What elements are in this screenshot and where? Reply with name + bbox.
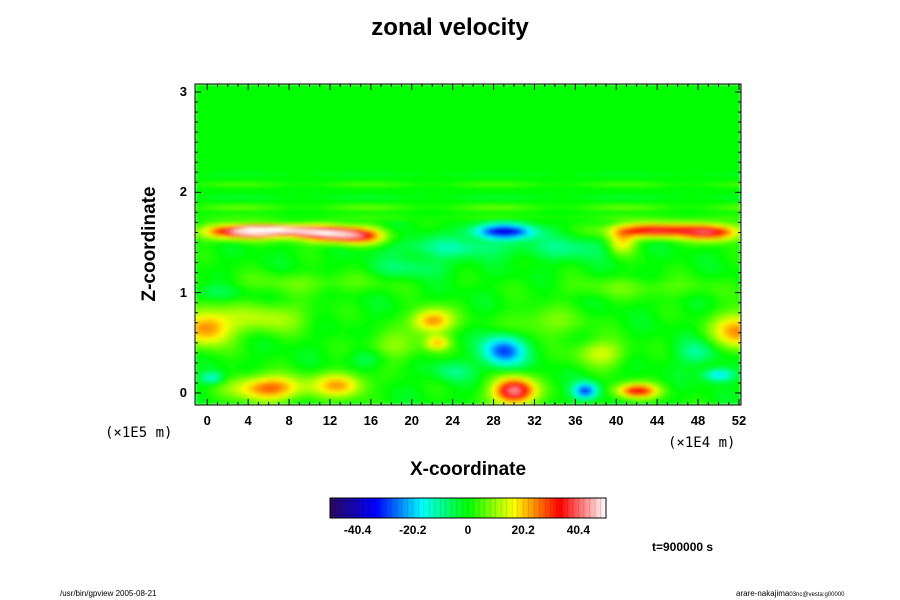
x-axis-label: X-coordinate — [409, 459, 527, 480]
x-tick-label: 48 — [690, 413, 706, 428]
y-tick-label: 0 — [179, 384, 187, 400]
colorbar-frame — [329, 497, 607, 519]
y-tick-label: 2 — [179, 184, 187, 200]
x-tick-label: 44 — [649, 413, 665, 428]
footer-right-main: arare-nakajima — [736, 589, 790, 598]
x-tick-label: 12 — [322, 413, 338, 428]
axis-ticks — [195, 84, 741, 405]
colorbar-tick-label: -40.4 — [343, 523, 372, 537]
footer-right-sub: 03nc@vesta:g00000 — [789, 592, 845, 598]
footer-left: /usr/bin/gpview 2005-08-21 — [60, 589, 157, 598]
x-scale-note: (×1E4 m) — [668, 435, 736, 451]
colorbar-tick-label: -20.2 — [399, 523, 427, 537]
heatmap-image — [195, 84, 741, 405]
y-tick-label: 1 — [179, 284, 187, 300]
x-tick-label: 8 — [285, 413, 293, 428]
x-tick-label: 20 — [404, 413, 419, 428]
x-tick-label: 4 — [244, 413, 252, 428]
chart-title: zonal velocity — [371, 14, 529, 41]
x-tick-label: 36 — [568, 413, 583, 428]
x-tick-label: 16 — [363, 413, 379, 428]
colorbar-ticks — [329, 498, 607, 518]
y-scale-note: (×1E5 m) — [105, 425, 173, 441]
x-tick-label: 40 — [609, 413, 624, 428]
colorbar — [330, 498, 606, 518]
x-tick-label: 0 — [203, 413, 211, 428]
colorbar-tick-label: 20.2 — [511, 523, 535, 537]
x-tick-label: 28 — [486, 413, 501, 428]
plot-frame — [194, 83, 742, 406]
time-label: t=900000 s — [652, 540, 714, 554]
x-tick-label: 52 — [731, 413, 747, 428]
footer-right: arare-nakajima03nc@vesta:g00000 — [736, 589, 845, 598]
x-tick-label: 24 — [445, 413, 460, 428]
colorbar-tick-label: 0 — [464, 523, 472, 537]
colorbar-tick-label: 40.4 — [566, 523, 591, 537]
x-tick-label: 32 — [527, 413, 542, 428]
y-tick-label: 3 — [179, 84, 187, 100]
